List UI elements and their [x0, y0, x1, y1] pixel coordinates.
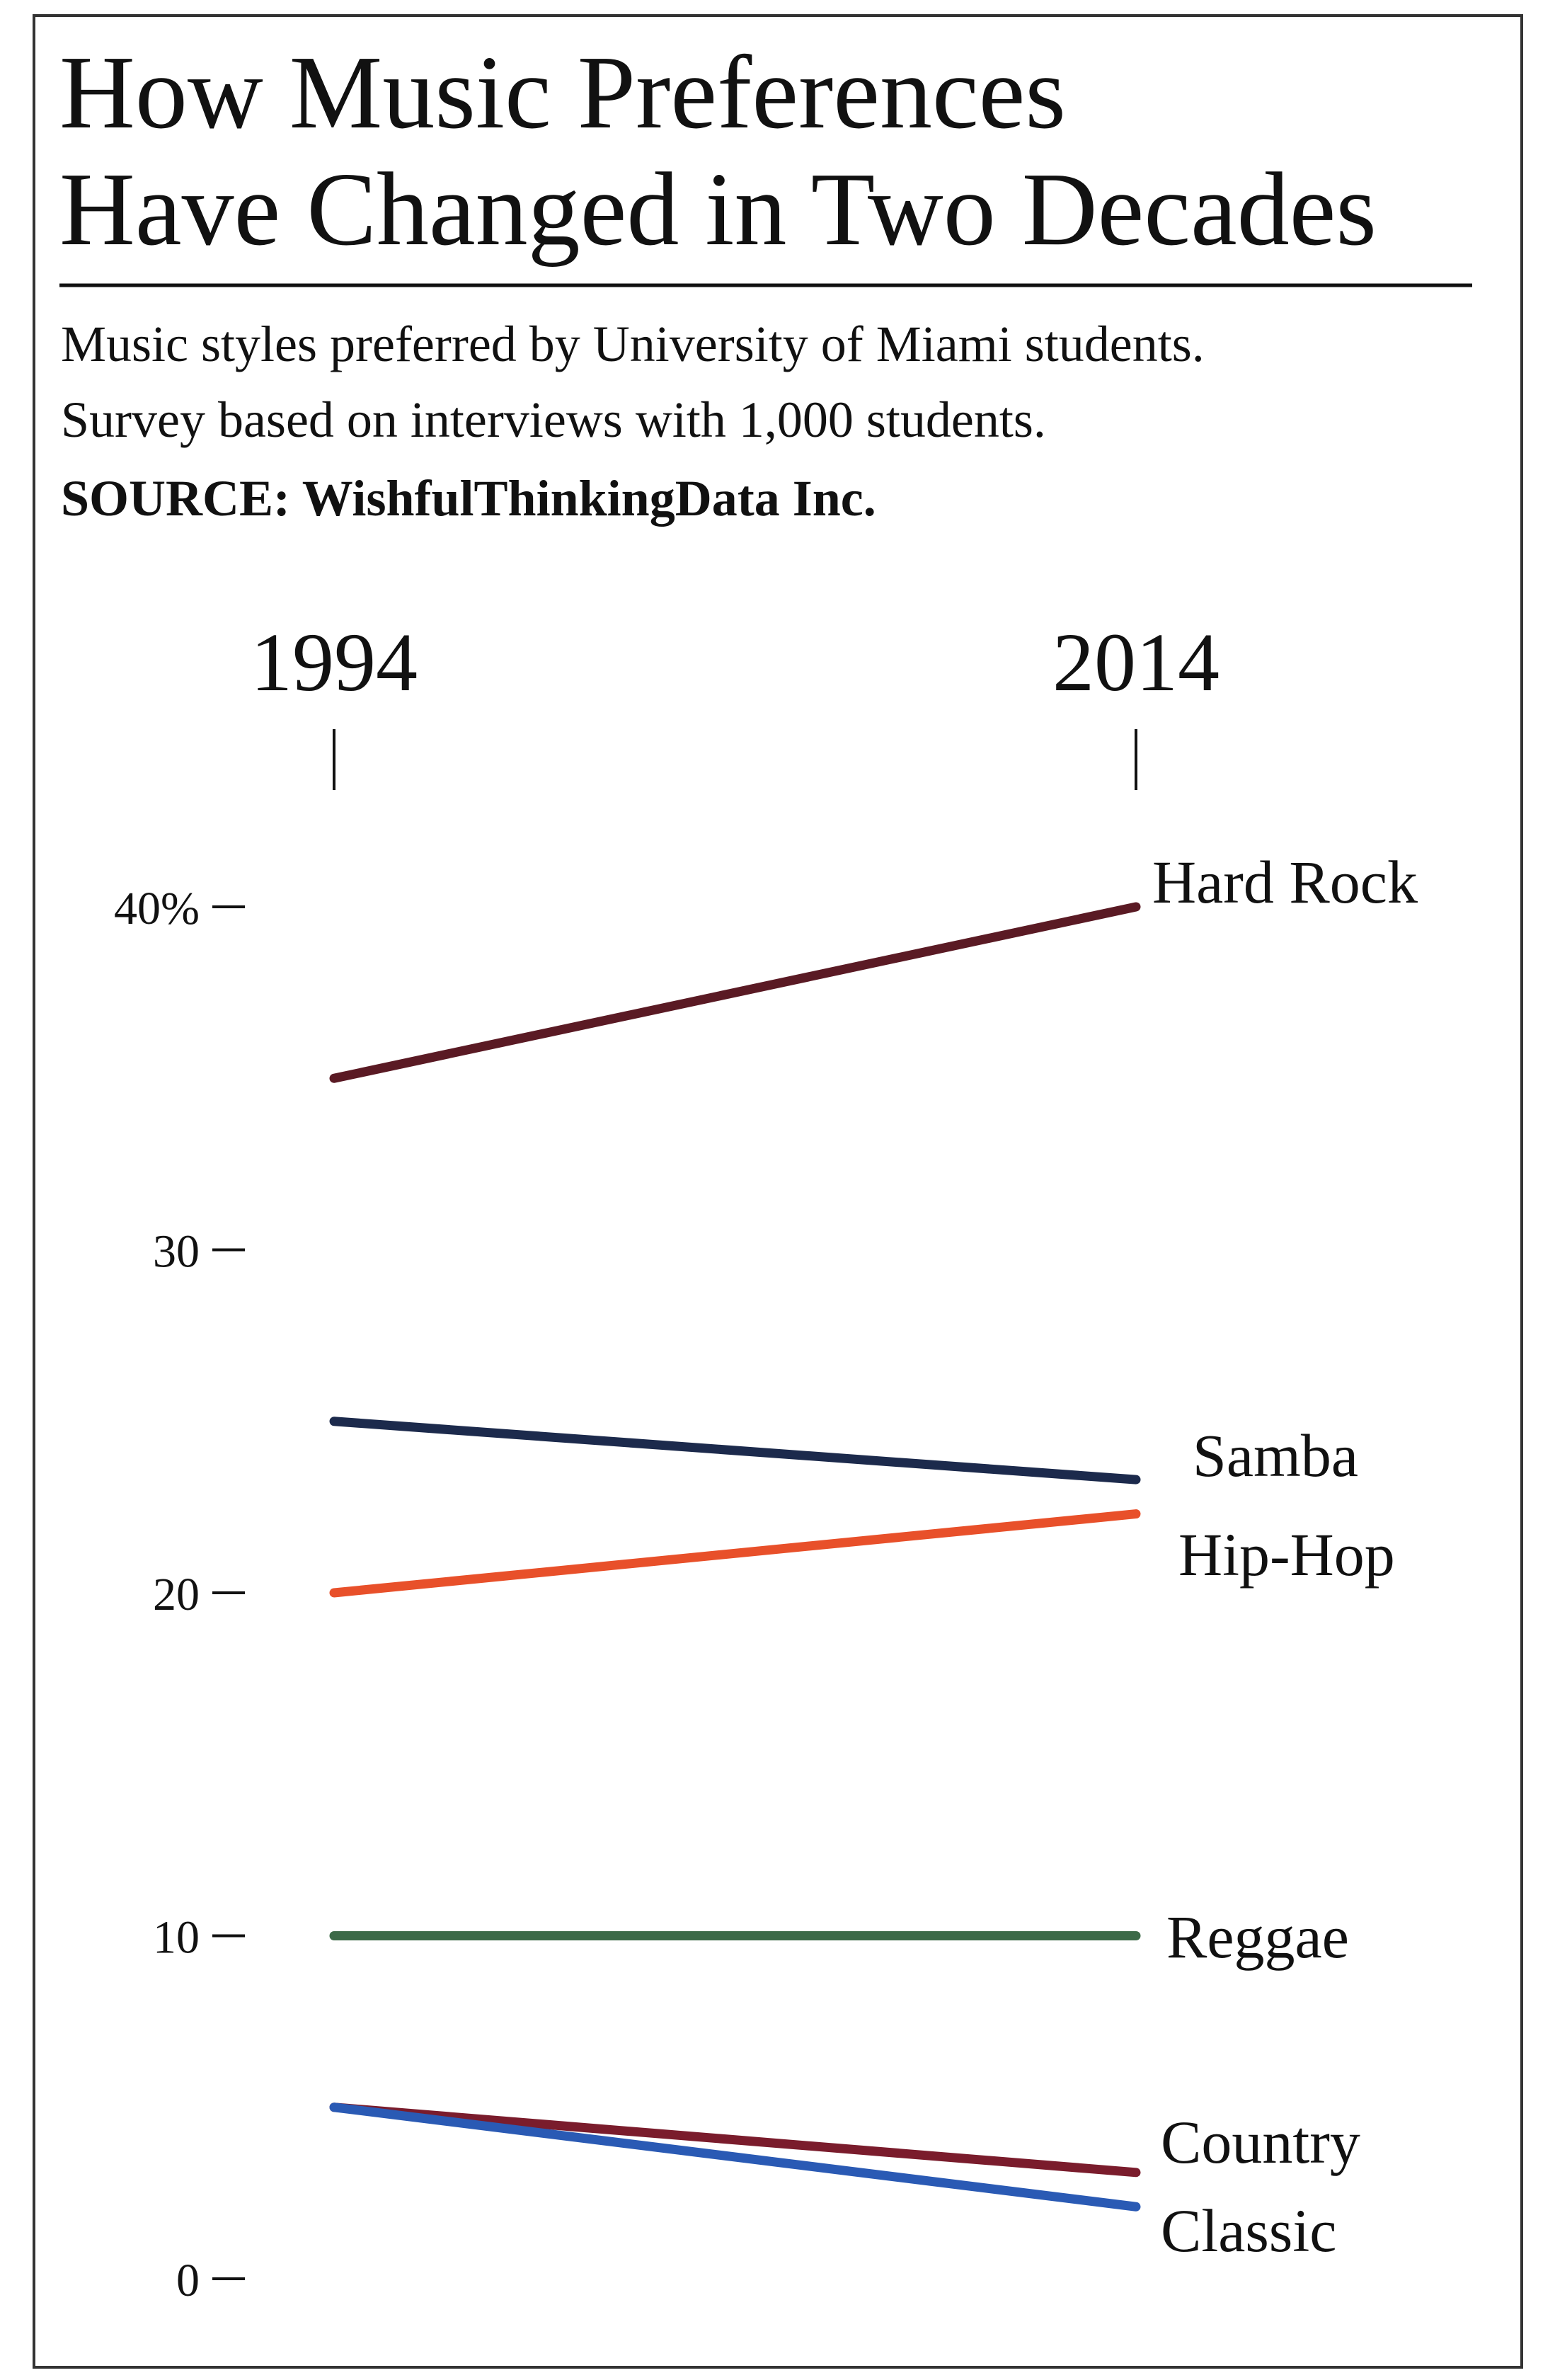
series-label: Samba [1193, 1421, 1358, 1489]
series-line [329, 2102, 1141, 2178]
chart-title: How Music Preferences [59, 35, 1066, 151]
series-line [329, 2102, 1141, 2212]
frame [33, 14, 1523, 2369]
series-label: Classic [1161, 2197, 1336, 2265]
subtitle: Music styles preferred by University of … [61, 316, 1205, 372]
x-tick-label: 1994 [251, 616, 418, 709]
y-tick-label: 0 [176, 2255, 200, 2306]
source: SOURCE: WishfulThinkingData Inc. [61, 470, 876, 527]
y-tick-label: 30 [153, 1226, 200, 1278]
y-tick-label: 40% [114, 883, 200, 934]
series-label: Country [1161, 2108, 1360, 2176]
y-tick-label: 20 [153, 1569, 200, 1620]
y-tick-label: 10 [153, 1912, 200, 1964]
subtitle: Survey based on interviews with 1,000 st… [61, 391, 1046, 448]
series-label: Hip-Hop [1178, 1521, 1395, 1589]
series-line [329, 902, 1141, 1083]
series-line [329, 1509, 1141, 1598]
series-label: Reggae [1166, 1903, 1349, 1971]
chart-title: Have Changed in Two Decades [59, 151, 1377, 268]
series-label: Hard Rock [1152, 848, 1418, 916]
series-line [329, 1417, 1141, 1484]
x-tick-label: 2014 [1052, 616, 1220, 709]
